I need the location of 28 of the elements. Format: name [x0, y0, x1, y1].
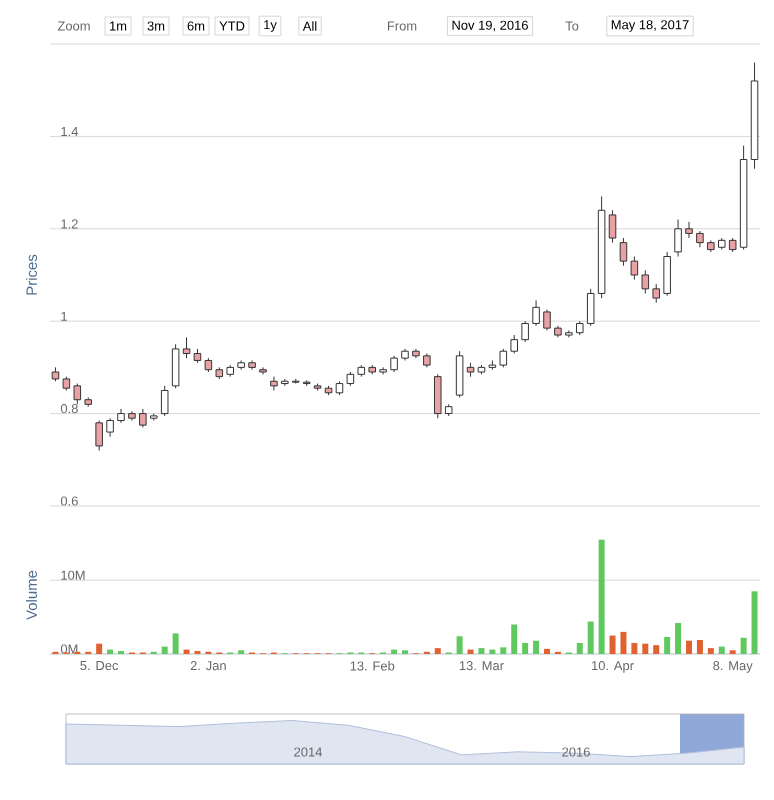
bar [478, 648, 485, 654]
bar [500, 647, 507, 654]
bar [707, 648, 714, 654]
bar [718, 646, 725, 654]
candlestick [160, 385, 169, 417]
bar [642, 643, 649, 654]
bar [543, 648, 550, 654]
bar [96, 643, 103, 654]
bar [587, 621, 594, 654]
bar [533, 640, 540, 654]
bar [664, 637, 671, 654]
bar [696, 639, 703, 654]
bar [511, 624, 518, 654]
bar [675, 623, 682, 654]
bar [609, 635, 616, 654]
bar [598, 539, 605, 654]
bar [631, 642, 638, 654]
bar [576, 642, 583, 654]
bar [685, 640, 692, 654]
bar [434, 648, 441, 654]
bar [522, 642, 529, 654]
bar [653, 645, 660, 654]
bar [751, 591, 758, 654]
bar [740, 637, 747, 654]
bar [620, 631, 627, 654]
bar [161, 646, 168, 654]
bar [172, 633, 179, 654]
bar [456, 636, 463, 654]
